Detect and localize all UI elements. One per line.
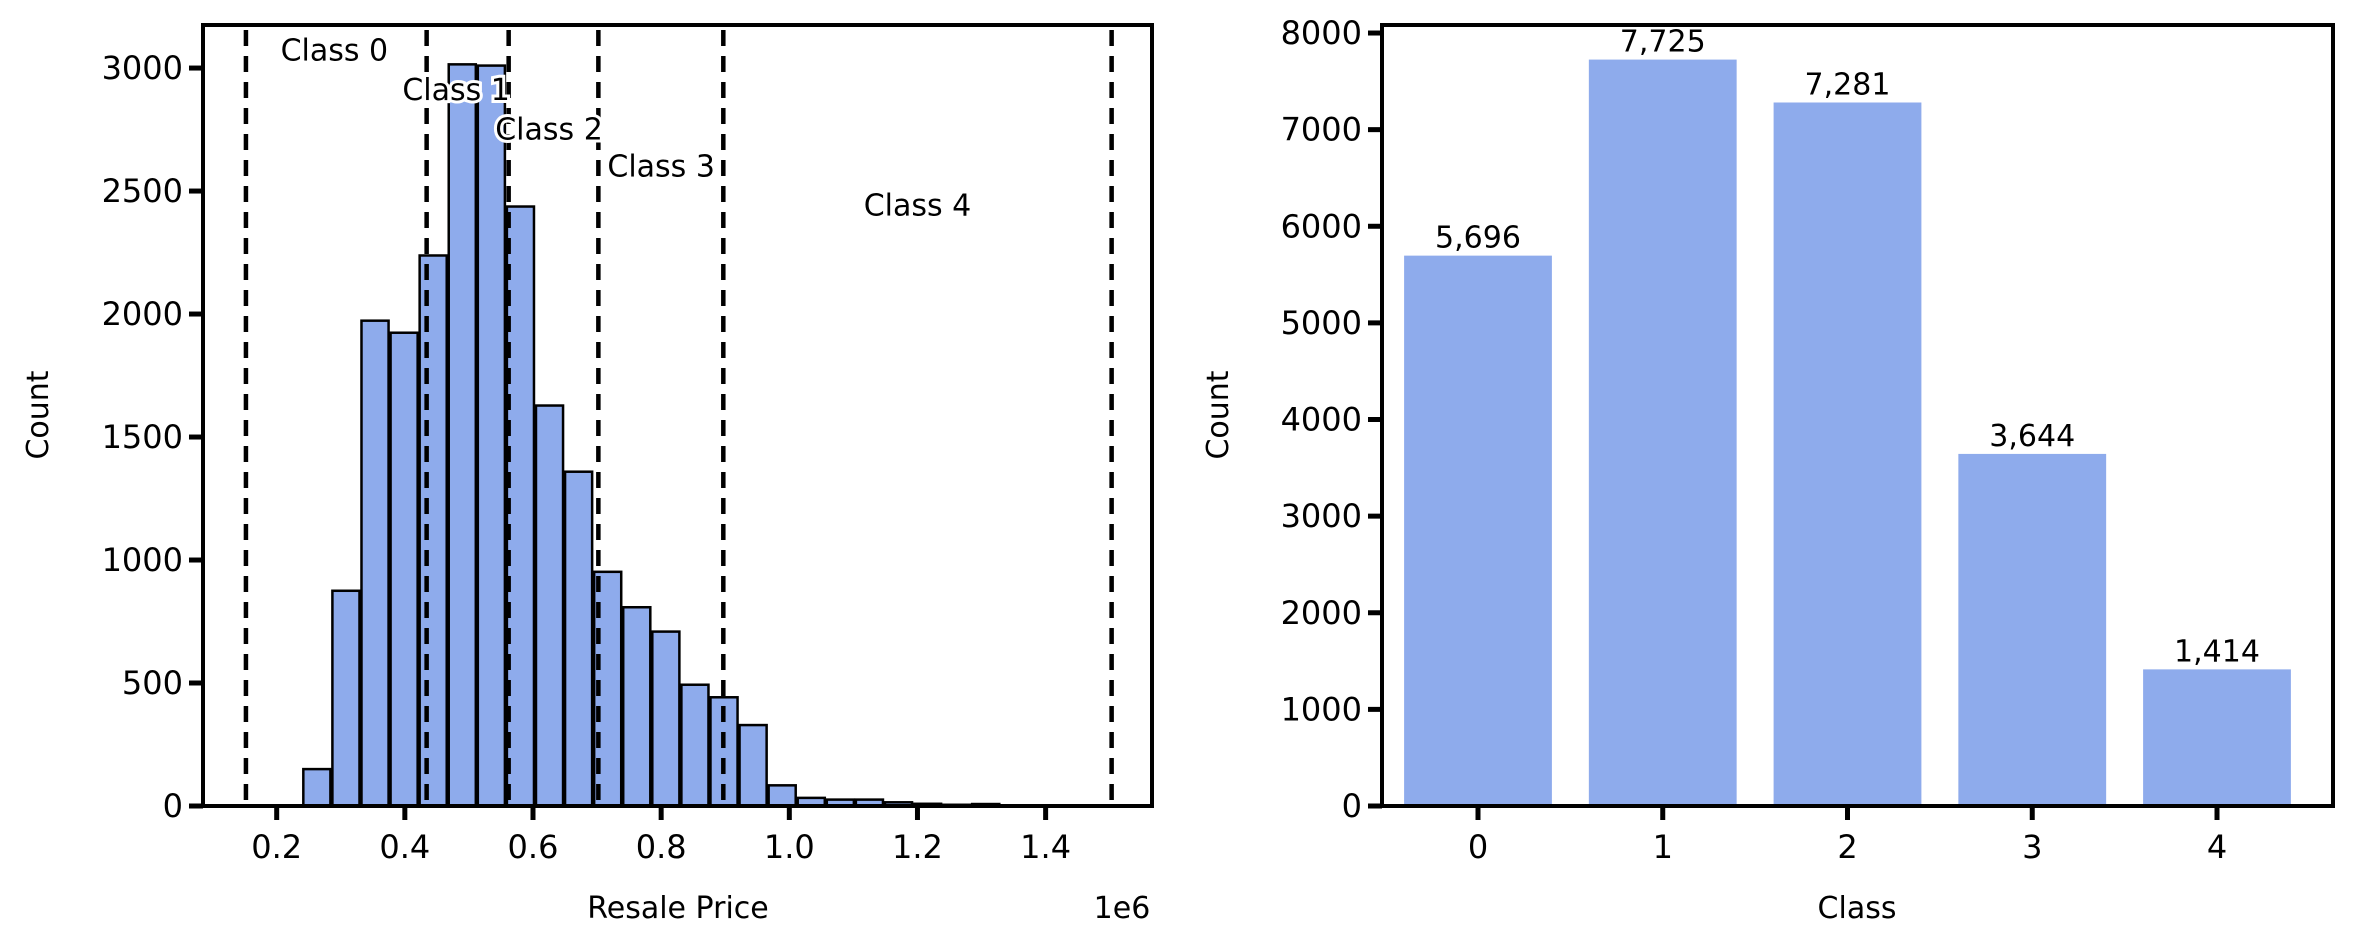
y-tick-label: 2000 (1281, 594, 1362, 632)
x-tick-label: 1.2 (892, 828, 943, 866)
y-tick-label: 3000 (102, 49, 183, 87)
class-bar (1958, 453, 2107, 806)
axes-frame (201, 23, 1154, 808)
y-tick-label: 5000 (1281, 304, 1362, 342)
class-annotation: Class 2 (495, 112, 603, 147)
bar-value-label: 1,414 (2174, 634, 2260, 669)
histogram-bar (534, 404, 565, 808)
x-tick-label: 0 (1468, 828, 1488, 866)
class-annotation: Class 4 (864, 189, 972, 224)
x-tick-label: 2 (1837, 828, 1857, 866)
y-tick-label: 2000 (102, 295, 183, 333)
bar-xlabel: Class (1818, 891, 1897, 926)
histogram-bar (447, 63, 478, 808)
y-tick-label: 6000 (1281, 207, 1362, 245)
class-annotation: Class 0 (281, 34, 389, 69)
bar-value-label: 7,281 (1805, 67, 1891, 102)
x-tick-label: 1.0 (764, 828, 815, 866)
class-bar-panel: 5,6967,7257,2813,6441,414010002000300040… (1281, 14, 2335, 866)
histogram-bar (680, 683, 710, 808)
histogram-bar (476, 64, 507, 808)
y-tick-label: 0 (1342, 787, 1362, 825)
hist-offset-label: 1e6 (1094, 891, 1151, 926)
class-bar (1404, 255, 1552, 806)
histogram-bar (767, 784, 797, 808)
histogram-bar (651, 630, 681, 808)
y-tick-label: 1000 (102, 541, 183, 579)
histogram-bar (331, 589, 361, 808)
x-tick-label: 0.6 (508, 828, 559, 866)
hist-ylabel: Count (21, 370, 56, 459)
histogram-bar (360, 319, 390, 808)
y-tick-label: 8000 (1281, 14, 1362, 52)
class-bar (1773, 102, 1922, 807)
x-tick-label: 0.2 (251, 828, 302, 866)
histogram-bar (389, 331, 419, 808)
x-tick-label: 4 (2207, 828, 2227, 866)
y-tick-label: 500 (122, 664, 183, 702)
y-tick-label: 0 (163, 787, 183, 825)
bar-value-label: 3,644 (1989, 419, 2075, 454)
class-annotation: Class 1 (402, 73, 510, 108)
x-tick-label: 1.4 (1020, 828, 1071, 866)
y-tick-label: 1500 (102, 418, 183, 456)
x-tick-label: 1 (1653, 828, 1673, 866)
axes-frame (1380, 23, 2335, 808)
bar-value-label: 5,696 (1435, 221, 1521, 256)
class-bar (2143, 669, 2291, 806)
bar-ylabel: Count (1201, 370, 1236, 459)
y-tick-label: 1000 (1281, 690, 1362, 728)
histogram-bar (505, 205, 536, 808)
hist-xlabel: Resale Price (587, 891, 768, 926)
bar-value-label: 7,725 (1620, 25, 1706, 60)
histogram-bar (738, 723, 768, 808)
histogram-bar (302, 767, 332, 808)
x-tick-label: 0.4 (379, 828, 430, 866)
x-tick-label: 0.8 (636, 828, 687, 866)
y-tick-label: 3000 (1281, 497, 1362, 535)
histogram-bar (418, 254, 448, 808)
histogram-bar (563, 470, 594, 808)
y-tick-label: 2500 (102, 172, 183, 210)
y-tick-label: 7000 (1281, 111, 1362, 149)
y-tick-label: 4000 (1281, 401, 1362, 439)
class-bar (1588, 59, 1737, 806)
histogram-bar (621, 605, 652, 808)
x-tick-label: 3 (2022, 828, 2042, 866)
class-annotation: Class 3 (607, 149, 715, 184)
